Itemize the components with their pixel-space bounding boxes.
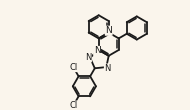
- Text: N: N: [85, 53, 91, 62]
- Text: N: N: [105, 26, 112, 35]
- Text: Cl: Cl: [69, 101, 77, 110]
- Text: Cl: Cl: [69, 63, 77, 72]
- Text: N: N: [94, 46, 101, 55]
- Text: N: N: [104, 64, 111, 73]
